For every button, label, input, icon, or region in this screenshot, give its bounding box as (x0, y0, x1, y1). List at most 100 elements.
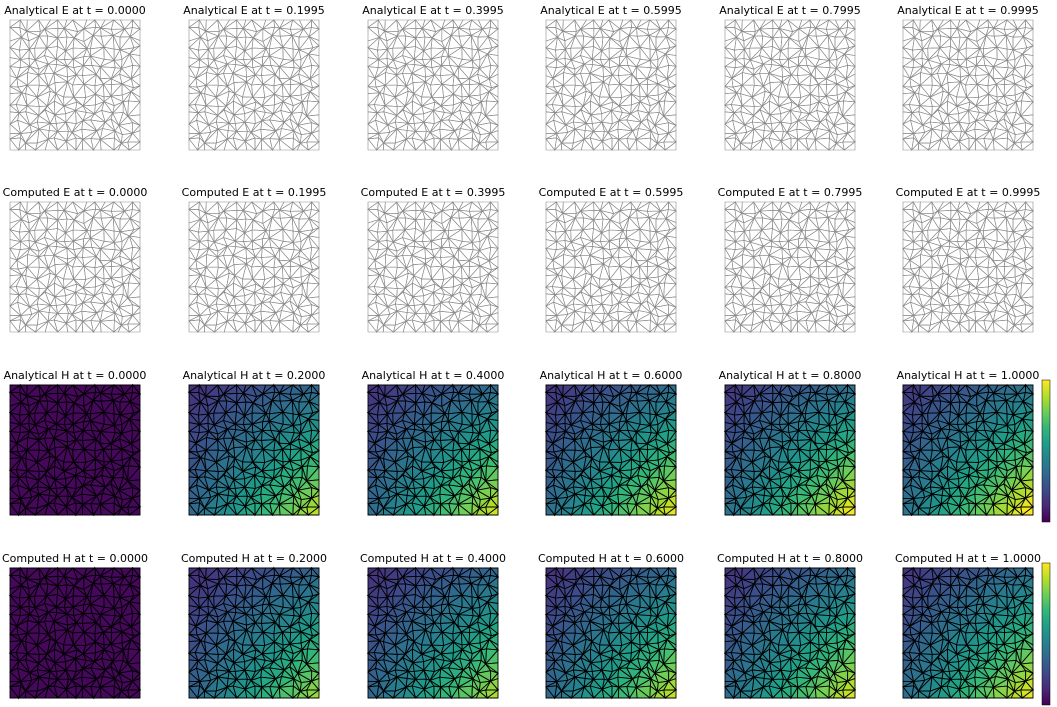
mesh-triangle (36, 267, 51, 280)
mesh (367, 18, 499, 152)
mesh-triangle (279, 35, 293, 48)
mesh-triangle (751, 85, 766, 98)
mesh-triangle (947, 114, 960, 124)
mesh-triangle (188, 58, 200, 68)
mesh-triangle (740, 105, 754, 116)
mesh-triangle (983, 130, 994, 140)
mesh-triangle (1012, 255, 1025, 267)
mesh-triangle (461, 228, 473, 243)
mesh-triangle (282, 264, 291, 280)
mesh-triangle (188, 201, 200, 210)
mesh-triangle (90, 320, 101, 333)
mesh-triangle (779, 232, 789, 242)
mesh-triangle (976, 229, 984, 240)
mesh-triangle (25, 201, 41, 214)
mesh-triangle (818, 216, 830, 232)
mesh-triangle (637, 282, 650, 296)
mesh-triangle (975, 130, 991, 140)
mesh-triangle (724, 247, 733, 261)
mesh-triangle (749, 217, 763, 231)
mesh-triangle (204, 105, 218, 116)
mesh-triangle (278, 137, 294, 151)
mesh-triangle (731, 253, 743, 268)
mesh-triangle (635, 65, 648, 80)
panel-title: Computed E at t = 0.3995 (361, 186, 506, 199)
mesh-triangle (222, 19, 238, 30)
mesh-triangle (90, 119, 106, 132)
mesh-triangle (583, 240, 594, 247)
mesh-triangle (653, 142, 667, 151)
mesh-triangle (103, 34, 115, 50)
mesh-triangle (1013, 246, 1027, 262)
mesh-triangle (113, 143, 122, 151)
mesh-triangle (282, 82, 291, 98)
mesh-triangle (99, 137, 115, 151)
mesh-triangle (835, 246, 849, 262)
mesh-triangle (939, 46, 951, 60)
mesh-triangle (561, 324, 573, 333)
mesh-triangle (47, 240, 58, 247)
mesh-triangle (798, 26, 812, 36)
mesh-triangle (433, 138, 442, 151)
mesh-triangle (572, 121, 588, 130)
panel-title: Analytical E at t = 0.3995 (362, 4, 504, 17)
mesh-triangle (101, 282, 114, 296)
mesh-triangle (83, 229, 91, 240)
mesh-triangle (415, 201, 423, 211)
mesh-triangle (75, 138, 84, 151)
mesh-triangle (55, 232, 66, 242)
mesh-triangle (411, 72, 427, 83)
mesh-triangle (306, 314, 320, 325)
mesh-triangle (292, 325, 301, 333)
mesh-triangle (278, 65, 291, 80)
mesh-triangle (432, 291, 445, 304)
mesh-triangle (917, 128, 933, 144)
mesh-triangle (968, 138, 977, 151)
panel-title: Computed E at t = 0.0000 (3, 186, 148, 199)
mesh-triangle (423, 140, 435, 151)
mesh-triangle (580, 138, 595, 151)
mesh-triangle (103, 228, 115, 243)
mesh-triangle (947, 296, 960, 306)
mesh-triangle (441, 208, 455, 218)
mesh-triangle (223, 291, 235, 307)
mesh-triangle (815, 35, 829, 48)
mesh-triangle (965, 240, 978, 250)
mesh-triangle (561, 105, 575, 116)
mesh-triangle (298, 210, 310, 220)
mesh-triangle (814, 319, 830, 333)
mesh-triangle (941, 267, 950, 276)
mesh-triangle (241, 101, 257, 111)
mesh-triangle (384, 256, 398, 268)
mesh-triangle (292, 143, 301, 151)
mesh-triangle (814, 259, 828, 267)
mesh-triangle (574, 19, 587, 30)
mesh-triangle (834, 249, 847, 262)
mesh-triangle (392, 35, 406, 49)
mesh-triangle (383, 201, 399, 214)
mesh-triangle (902, 247, 911, 261)
mesh-triangle (937, 320, 952, 333)
mesh-triangle (119, 210, 131, 220)
mesh-triangle (769, 114, 782, 124)
mesh-triangle (96, 121, 106, 132)
mesh-triangle (984, 246, 994, 258)
mesh-triangle (967, 109, 980, 122)
mesh-triangle (420, 283, 436, 293)
mesh-triangle (252, 96, 263, 107)
mesh-triangle (798, 210, 809, 225)
mesh-triangle (111, 101, 124, 114)
mesh-triangle (289, 300, 299, 314)
mesh-triangle (638, 260, 649, 267)
mesh-triangle (476, 293, 487, 308)
mesh-triangle (90, 130, 101, 140)
mesh-triangle (545, 240, 557, 250)
mesh-triangle (306, 297, 320, 308)
mesh-triangle (572, 85, 587, 98)
mesh-triangle (1010, 324, 1024, 333)
mesh-triangle (223, 320, 238, 333)
mesh-triangle (227, 267, 236, 276)
mesh-triangle (609, 96, 620, 107)
mesh-triangle (805, 138, 816, 151)
mesh-triangle (589, 254, 605, 265)
